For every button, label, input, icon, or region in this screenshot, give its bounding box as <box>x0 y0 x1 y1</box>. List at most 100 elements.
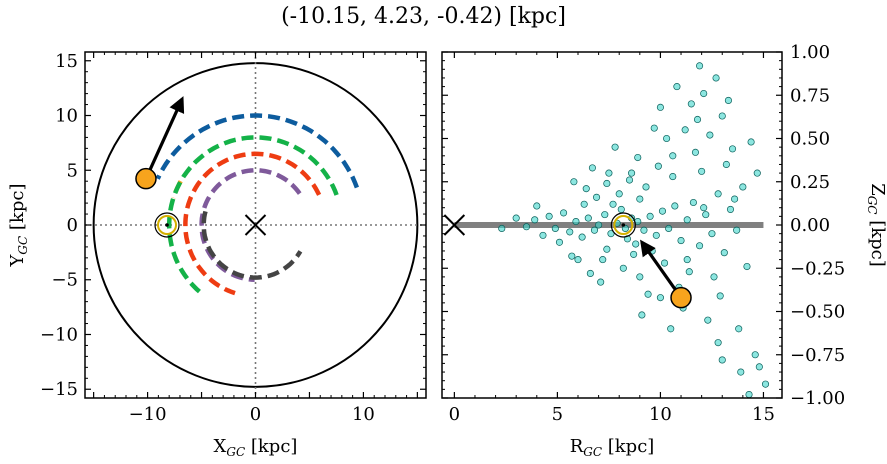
scatter-point <box>628 169 636 177</box>
scatter-point <box>745 390 753 399</box>
scatter-point <box>739 183 747 191</box>
scatter-point <box>702 211 710 219</box>
x-tick-label: 10 <box>649 404 672 425</box>
galactic-center-marker <box>244 214 267 236</box>
x-tick-label: 0 <box>250 404 261 425</box>
scatter-point <box>601 211 609 219</box>
scatter-point <box>735 325 743 333</box>
spiral-arm-1 <box>155 113 359 189</box>
scatter-point <box>733 226 741 234</box>
scatter-point <box>667 325 675 333</box>
scatter-point <box>603 245 611 253</box>
scatter-point <box>755 363 763 371</box>
scatter-point <box>656 103 664 111</box>
scatter-point <box>663 134 671 143</box>
scatter-point <box>539 231 547 239</box>
scatter-point <box>568 252 576 260</box>
scatter-point <box>700 89 708 98</box>
y-tick-label: 0 <box>67 215 78 236</box>
scatter-point <box>665 224 673 233</box>
x-tick-label: −10 <box>129 404 167 425</box>
scatter-point <box>597 278 605 286</box>
y-tick-label: −15 <box>40 379 78 400</box>
scatter-point <box>580 200 588 208</box>
scatter-point <box>638 311 646 319</box>
scatter-point <box>588 164 596 172</box>
scatter-point <box>636 195 644 203</box>
scatter-point <box>644 290 652 298</box>
left-x-axis-label: XGC [kpc] <box>214 436 298 459</box>
scatter-point <box>586 269 594 277</box>
scatter-point <box>595 221 603 229</box>
scatter-point <box>582 185 590 193</box>
scatter-point <box>687 100 695 108</box>
left-panel: −10 0 10 −15 −10 −5 0 5 10 15 XGC [kpc] YGC [kpc] <box>7 51 427 459</box>
right-panel: 0 5 10 15 −1.00 −0.75 −0.50 −0.25 0.00 0.25 0.50 0.… <box>441 42 887 459</box>
x-tick-label: 0 <box>449 404 460 425</box>
scatter-point <box>634 153 642 162</box>
scatter-point <box>498 224 506 233</box>
scatter-point <box>621 224 629 233</box>
scatter-point <box>693 115 702 124</box>
scatter-point <box>512 214 520 222</box>
sun-ring <box>613 215 634 235</box>
left-y-axis-label: YGC [kpc] <box>7 184 30 268</box>
spiral-arm-6 <box>201 210 303 280</box>
right-y-axis-label: ZGC [kpc] <box>865 183 887 267</box>
object-marker <box>670 286 692 309</box>
scatter-point <box>683 216 691 224</box>
scatter-point <box>714 190 722 198</box>
scatter-point <box>632 240 640 248</box>
scatter-point <box>677 237 685 245</box>
scatter-point <box>681 126 689 134</box>
scatter-point <box>603 179 611 188</box>
scatter-point <box>615 190 623 198</box>
scatter-point <box>640 226 648 234</box>
sun-outer-ring <box>610 212 636 238</box>
scatter-point <box>722 160 730 169</box>
x-tick-label: 5 <box>552 404 563 425</box>
spiral-arm-3 <box>166 135 339 297</box>
scatter-point <box>578 233 586 241</box>
scatter-point <box>724 96 732 104</box>
y-tick-label: 0.75 <box>790 85 830 106</box>
scatter-point <box>706 131 714 139</box>
scatter-point <box>669 152 677 160</box>
scatter-point <box>700 204 708 212</box>
scatter-point <box>704 316 712 324</box>
y-tick-label: 5 <box>67 160 78 181</box>
y-tick-label: −0.75 <box>790 345 845 366</box>
scatter-point <box>609 200 617 208</box>
scatter-point <box>731 195 739 203</box>
scatter-point <box>570 178 578 186</box>
scatter-point <box>696 62 704 70</box>
y-tick-label: −5 <box>51 270 78 291</box>
scatter-point <box>592 193 601 201</box>
scatter-point <box>572 217 580 226</box>
x-tick-label: 15 <box>752 404 775 425</box>
y-tick-label: 10 <box>55 106 78 127</box>
scatter-point <box>710 273 718 281</box>
scatter-point <box>669 173 677 181</box>
scatter-point <box>652 231 660 239</box>
velocity-arrow <box>144 96 185 180</box>
scatter-point <box>698 167 706 175</box>
scatter-point <box>555 238 564 246</box>
sun-dot <box>165 223 169 227</box>
scatter-point <box>691 148 700 156</box>
scatter-point <box>683 256 691 264</box>
scatter-point <box>599 256 607 264</box>
scatter-point <box>689 198 697 207</box>
x-tick-label: 10 <box>352 404 375 425</box>
figure-title: (-10.15, 4.23, -0.42) [kpc] <box>281 4 566 29</box>
velocity-arrow <box>640 239 683 299</box>
y-tick-label: 0.00 <box>790 215 830 236</box>
scatter-point <box>747 138 755 146</box>
y-tick-label: 0.25 <box>790 172 830 193</box>
scatter-point <box>522 223 531 231</box>
scatter-point <box>718 356 726 364</box>
scatter-point <box>685 268 693 276</box>
y-tick-label: −10 <box>40 324 78 345</box>
y-tick-label: −0.25 <box>790 258 845 279</box>
spiral-arm-4 <box>183 151 322 296</box>
